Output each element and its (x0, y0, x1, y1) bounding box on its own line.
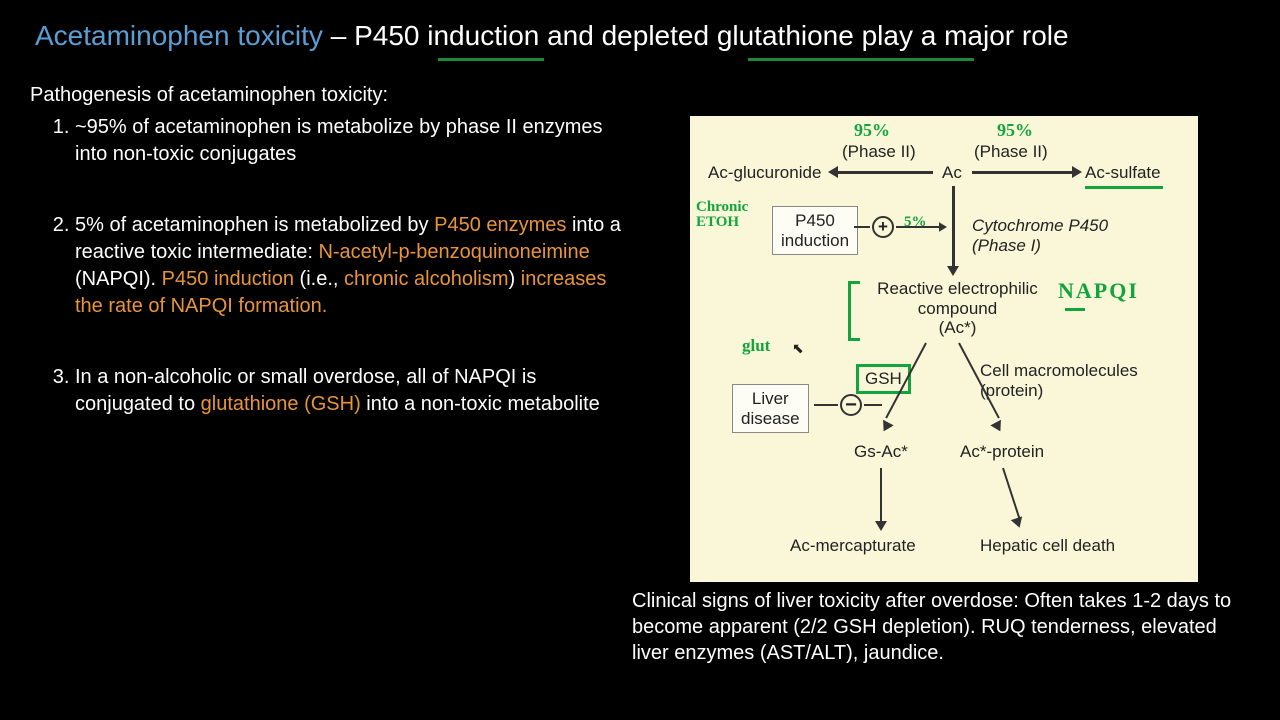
cursor-icon: ⬉ (792, 340, 804, 357)
minus-icon: − (840, 394, 862, 416)
label-phase2-right: (Phase II) (974, 142, 1048, 162)
arrow-acprot-down (1002, 468, 1021, 521)
plus-icon: + (872, 216, 894, 238)
arrow-ac-down (952, 186, 955, 268)
metabolism-diagram: Ac-glucuronide Ac Ac-sulfate (Phase II) … (690, 116, 1198, 582)
underline-ac-sulfate (1085, 186, 1163, 189)
node-liver-disease: Liver disease (732, 384, 809, 433)
underline-p450 (438, 58, 544, 61)
ann-95-left: 95% (854, 120, 890, 141)
title-part2: P450 induction and depleted glutathione … (354, 20, 1069, 51)
underline-napqi (1065, 308, 1085, 311)
bracket-reactive (848, 281, 860, 341)
arrowhead-gsac-down (875, 521, 887, 531)
title-part1: Acetaminophen toxicity (35, 20, 323, 51)
point-3: In a non-alcoholic or small overdose, al… (75, 364, 630, 418)
arrow-minus-gsh (864, 404, 882, 406)
point-2: 5% of acetaminophen is metabolized by P4… (75, 212, 630, 320)
subtitle: Pathogenesis of acetaminophen toxicity: (30, 84, 388, 107)
points-list: ~95% of acetaminophen is metabolize by p… (30, 114, 630, 462)
underline-glutathione (748, 58, 974, 61)
node-hepatic: Hepatic cell death (980, 536, 1115, 556)
node-ac-glucuronide: Ac-glucuronide (708, 163, 821, 183)
ann-glut: glut (742, 336, 770, 356)
node-ac-mercap: Ac-mercapturate (790, 536, 916, 556)
arrow-ac-to-gluc (838, 171, 933, 174)
node-cell-macro: Cell macromolecules (protein) (980, 361, 1138, 400)
ann-95-right: 95% (997, 120, 1033, 141)
ann-five-pct: 5% (904, 214, 927, 231)
arrow-liver-minus (814, 404, 838, 406)
label-phase2-left: (Phase II) (842, 142, 916, 162)
node-ac: Ac (942, 163, 962, 183)
node-p450-induction: P450 induction (772, 206, 858, 255)
clinical-text: Clinical signs of liver toxicity after o… (632, 588, 1232, 666)
node-gs-ac: Gs-Ac* (854, 442, 908, 462)
ann-chronic-etoh: Chronic ETOH (696, 200, 748, 230)
arrowhead-acprot-down (1011, 516, 1026, 529)
arrowhead-sulf (1072, 166, 1082, 178)
arrow-ac-to-sulf (972, 171, 1072, 174)
arrowhead-plus (939, 222, 947, 232)
ann-napqi: NAPQI (1058, 278, 1139, 304)
title-sep: – (323, 20, 354, 51)
arrowhead-gluc (828, 166, 838, 178)
page-title: Acetaminophen toxicity – P450 induction … (35, 20, 1069, 52)
node-gsh: GSH (856, 364, 911, 394)
node-cyt-p450: Cytochrome P450 (Phase I) (972, 216, 1108, 255)
node-reactive: Reactive electrophilic compound (Ac*) (860, 279, 1055, 338)
point-1: ~95% of acetaminophen is metabolize by p… (75, 114, 630, 168)
node-ac-protein: Ac*-protein (960, 442, 1044, 462)
arrowhead-acprotein (990, 420, 1005, 434)
arrow-gsac-down (880, 468, 882, 523)
arrowhead-gsac (878, 420, 893, 434)
arrow-induction-plus (854, 226, 870, 228)
arrowhead-ac-down (947, 266, 959, 276)
node-ac-sulfate: Ac-sulfate (1085, 163, 1161, 183)
